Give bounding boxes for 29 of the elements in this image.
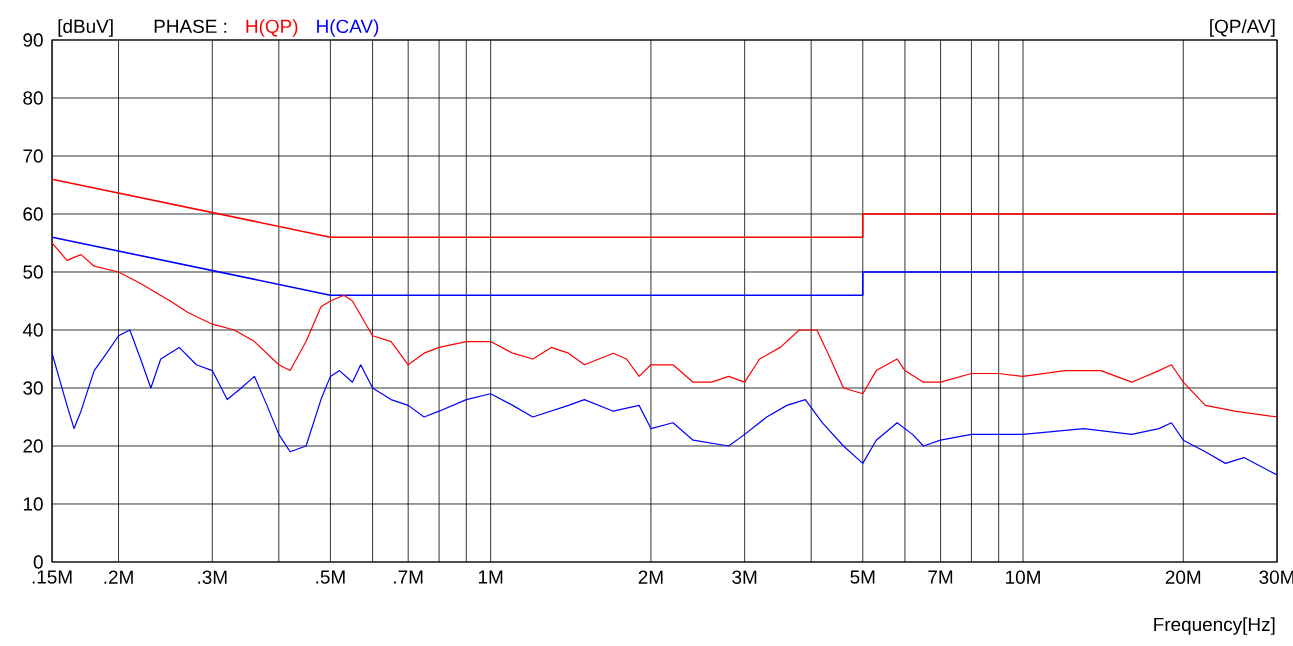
y-tick-label: 90 [23, 33, 43, 47]
x-tick-label: 2M [638, 570, 663, 584]
legend-title: PHASE : [154, 19, 227, 34]
x-tick-label: .5M [316, 570, 345, 584]
y-tick-label: 0 [33, 555, 43, 569]
y-tick-label: 70 [23, 149, 43, 163]
y-tick-label: 20 [23, 439, 43, 453]
x-tick-label: 20M [1165, 570, 1201, 584]
x-tick-label: 30M [1259, 570, 1293, 584]
y-axis-title: [dBuV] [58, 19, 113, 37]
y-tick-label: 10 [23, 497, 43, 511]
y-tick-label: 60 [23, 207, 43, 221]
y-tick-label: 50 [23, 265, 43, 279]
y-tick-label: 40 [22, 323, 43, 337]
text: [QP/AV] [1210, 19, 1275, 37]
text: H(QP) [246, 19, 298, 37]
text: H(CAV) [317, 19, 379, 37]
x-axis-title: Frequency[Hz] [1154, 617, 1275, 635]
y-tick-label: 30 [23, 381, 43, 395]
x-tick-label: 5M [850, 570, 875, 584]
x-tick-label: .15M [32, 570, 72, 584]
x-tick-label: .7M [394, 570, 423, 584]
x-tick-label: 1M [478, 570, 503, 584]
x-tick-label: .2M [104, 570, 133, 584]
y-tick-label: 80 [23, 91, 43, 105]
x-tick-label: .3M [198, 570, 227, 584]
x-tick-label: 10M [1006, 570, 1040, 584]
x-tick-label: 7M [928, 570, 953, 584]
x-tick-label: 3M [732, 570, 757, 584]
